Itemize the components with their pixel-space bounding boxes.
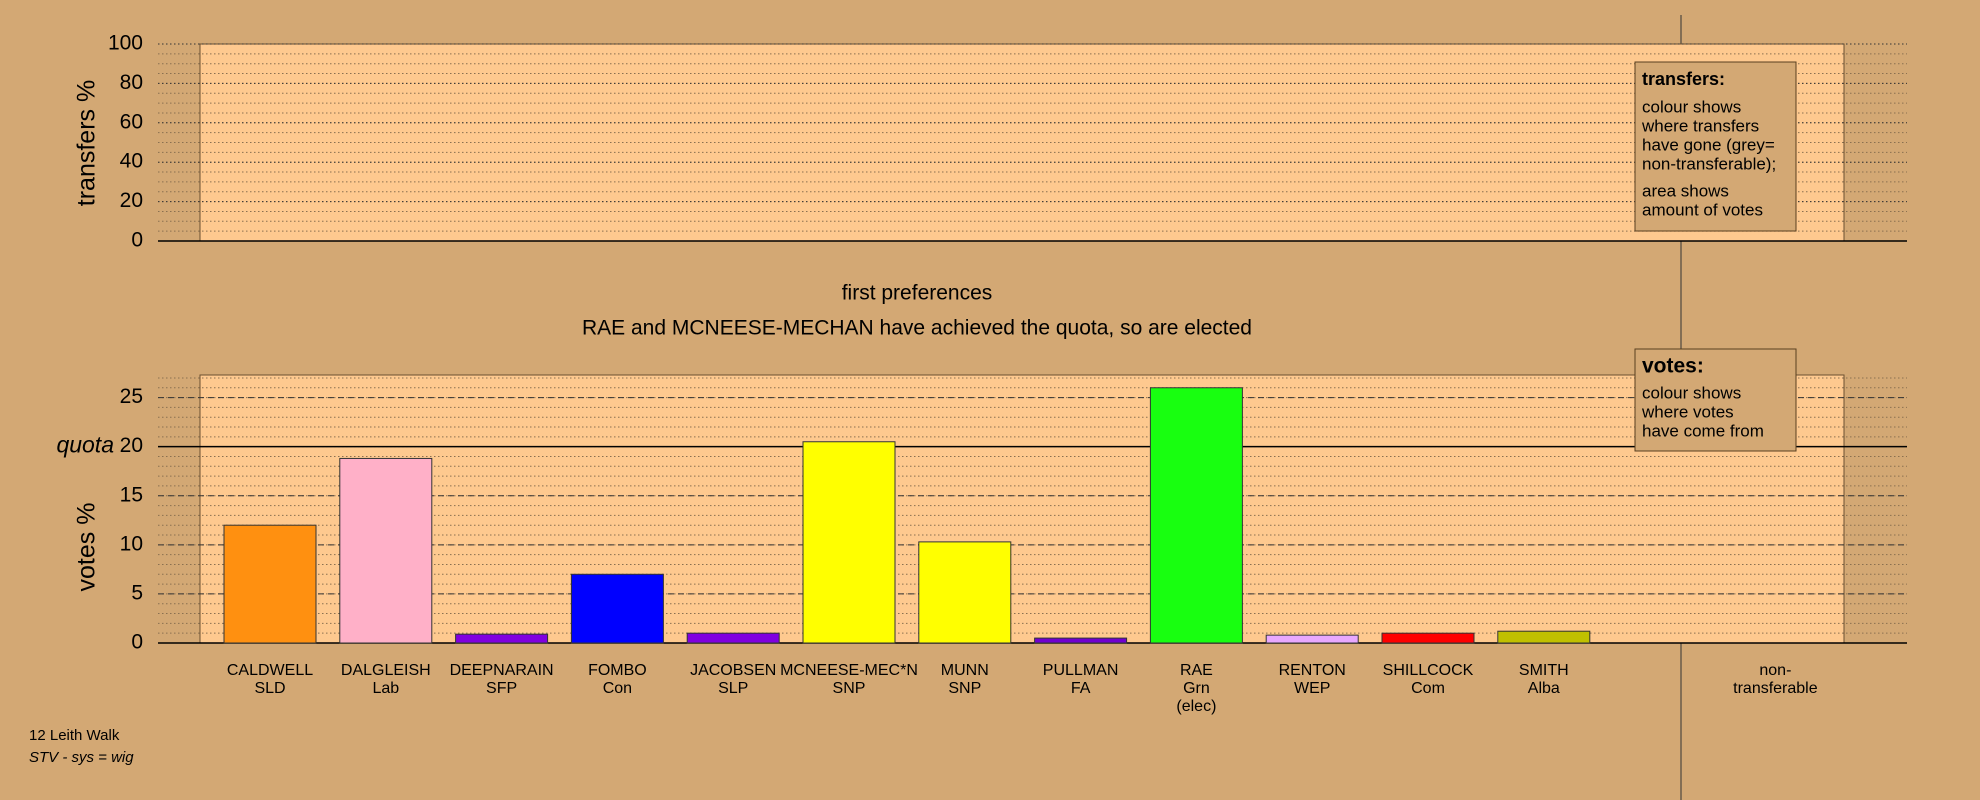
footer-text: STV - sys = wig [29, 749, 134, 766]
y-axis-label: transfers % [73, 80, 101, 206]
x-tick-label: (elec) [1176, 698, 1216, 715]
y-tick-label: 20 [120, 189, 143, 212]
x-tick-label: SLP [718, 680, 748, 697]
x-tick-label: Con [603, 680, 632, 697]
legend-text: have gone (grey= [1642, 135, 1775, 154]
bar [1149, 387, 1243, 644]
bar [686, 632, 780, 644]
x-tick-label: SNP [948, 680, 981, 697]
x-tick-label: JACOBSEN [690, 662, 776, 679]
x-tick-label: SMITH [1519, 662, 1569, 679]
y-tick-label: 20 [120, 434, 143, 457]
legend-text: non-transferable); [1642, 154, 1776, 173]
x-tick-label: WEP [1294, 680, 1330, 697]
chart-title: first preferences [842, 282, 993, 305]
x-tick-label: SHILLCOCK [1383, 662, 1474, 679]
y-tick-label: 25 [120, 385, 143, 408]
y-tick-label: 80 [120, 71, 143, 94]
plot-area [199, 374, 1845, 644]
bar [1381, 632, 1475, 644]
footer-text: 12 Leith Walk [29, 727, 120, 744]
x-tick-label: DALGLEISH [341, 662, 431, 679]
y-tick-label: 5 [131, 581, 143, 604]
bar [1265, 634, 1359, 644]
legend-text: where votes [1641, 402, 1734, 421]
x-tick-label: non- [1759, 662, 1791, 679]
x-tick-label: MUNN [941, 662, 989, 679]
x-tick-label: RAE [1180, 662, 1213, 679]
x-tick-label: PULLMAN [1043, 662, 1119, 679]
x-tick-label: CALDWELL [227, 662, 313, 679]
y-tick-label: 40 [120, 150, 143, 173]
x-tick-label: transferable [1733, 680, 1818, 697]
legend-title: votes: [1642, 355, 1704, 378]
bar [455, 633, 549, 644]
x-tick-label: MCNEESE-MEC*N [780, 662, 918, 679]
x-tick-label: FA [1071, 680, 1091, 697]
x-tick-label: SLD [254, 680, 285, 697]
legend-box [1634, 348, 1797, 452]
x-tick-label: Alba [1528, 680, 1560, 697]
x-tick-label: Com [1411, 680, 1445, 697]
bar [570, 573, 664, 644]
bar [802, 441, 896, 644]
y-tick-label: 0 [131, 229, 143, 252]
legend-title: transfers: [1642, 69, 1725, 89]
legend-text: colour shows [1642, 97, 1741, 116]
bar [918, 541, 1012, 644]
y-tick-label: 0 [131, 631, 143, 654]
y-tick-label: 60 [120, 110, 143, 133]
x-tick-label: RENTON [1279, 662, 1346, 679]
x-tick-label: SFP [486, 680, 517, 697]
x-tick-label: Grn [1183, 680, 1210, 697]
bar [1034, 637, 1128, 644]
bar [1497, 630, 1591, 644]
x-tick-label: DEEPNARAIN [450, 662, 554, 679]
legend-text: where transfers [1641, 116, 1759, 135]
y-tick-label: 15 [120, 483, 143, 506]
legend-text: colour shows [1642, 383, 1741, 402]
chart-subtitle: RAE and MCNEESE-MECHAN have achieved the… [582, 317, 1252, 340]
legend-box [1634, 61, 1797, 232]
legend-text: amount of votes [1642, 200, 1763, 219]
x-tick-label: FOMBO [588, 662, 647, 679]
x-tick-label: SNP [833, 680, 866, 697]
legend-text: area shows [1642, 181, 1729, 200]
bar [339, 457, 433, 644]
bar [223, 524, 317, 644]
quota-label: quota [56, 432, 114, 458]
y-axis-label: votes % [73, 503, 101, 592]
x-tick-label: Lab [372, 680, 399, 697]
y-tick-label: 100 [108, 32, 143, 55]
legend-text: have come from [1642, 421, 1764, 440]
y-tick-label: 10 [120, 532, 143, 555]
